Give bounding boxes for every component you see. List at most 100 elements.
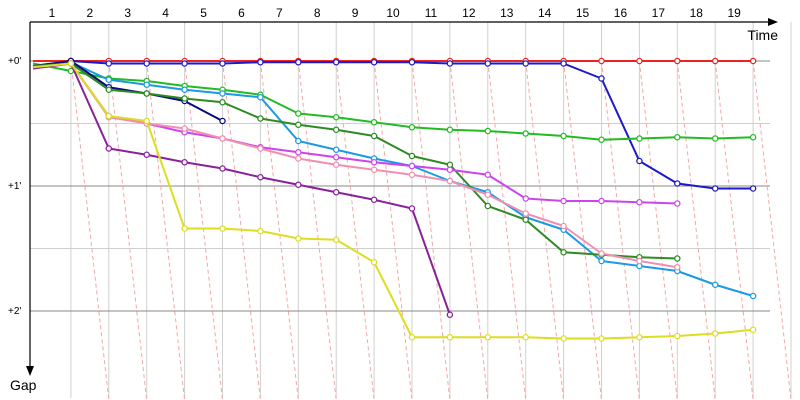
data-point xyxy=(143,117,150,125)
lap-reference-line xyxy=(373,60,413,400)
series-line xyxy=(32,62,678,269)
y-axis-title: Gap xyxy=(10,377,37,393)
x-tick-label: 3 xyxy=(124,6,131,20)
data-point xyxy=(711,330,719,337)
data-point xyxy=(181,125,188,132)
data-point xyxy=(749,133,757,141)
data-point xyxy=(446,177,454,185)
data-point xyxy=(560,197,567,205)
data-point xyxy=(446,166,454,173)
data-point xyxy=(105,145,113,152)
data-point xyxy=(332,161,340,168)
data-point xyxy=(181,158,188,166)
data-point xyxy=(257,145,264,152)
lap-reference-lines xyxy=(70,60,792,400)
series-line xyxy=(32,62,451,316)
data-point xyxy=(522,130,529,137)
data-point xyxy=(370,196,378,203)
data-point xyxy=(522,216,529,223)
data-point xyxy=(711,185,719,192)
data-point xyxy=(408,124,416,131)
x-tick-label: 5 xyxy=(200,6,207,20)
data-point xyxy=(484,191,492,198)
data-point xyxy=(598,57,605,65)
lap-reference-line xyxy=(184,60,223,400)
lap-reference-line xyxy=(638,60,678,400)
data-point xyxy=(105,112,113,120)
x-tick-label: 17 xyxy=(652,6,666,20)
axes: Time Gap xyxy=(10,18,778,393)
data-point xyxy=(674,255,681,262)
data-point xyxy=(105,86,113,94)
lap-reference-line xyxy=(108,60,148,400)
data-point xyxy=(219,99,226,106)
data-point xyxy=(105,60,113,67)
data-point xyxy=(408,205,416,212)
data-point xyxy=(257,94,264,101)
data-point xyxy=(408,152,416,160)
series-line xyxy=(32,62,678,260)
lap-reference-line xyxy=(676,60,716,400)
series-line xyxy=(32,60,223,122)
data-point xyxy=(484,127,492,135)
data-point xyxy=(143,151,150,158)
data-point xyxy=(560,248,567,256)
data-point xyxy=(370,258,378,266)
data-point xyxy=(143,60,150,67)
x-tick-label: 9 xyxy=(352,6,359,20)
x-tick-label: 8 xyxy=(314,6,321,20)
x-tick-label: 14 xyxy=(538,6,552,20)
data-point xyxy=(181,95,188,102)
series-line xyxy=(32,62,754,141)
x-tick-label: 15 xyxy=(576,6,590,20)
data-point xyxy=(598,257,605,265)
data-point xyxy=(370,59,378,66)
x-tick-label: 13 xyxy=(500,6,514,20)
data-point xyxy=(370,158,378,166)
data-point xyxy=(598,197,605,205)
data-point xyxy=(636,57,643,65)
data-point xyxy=(711,57,719,65)
data-point xyxy=(408,162,416,170)
data-point xyxy=(522,210,529,217)
x-axis-arrow xyxy=(768,18,778,26)
data-point xyxy=(105,76,113,84)
lap-reference-line xyxy=(70,60,110,400)
data-point xyxy=(598,136,605,143)
data-point xyxy=(749,185,757,192)
lap-reference-line xyxy=(449,60,489,400)
data-point xyxy=(219,135,226,142)
data-point xyxy=(674,180,681,187)
data-point xyxy=(484,171,492,178)
data-point xyxy=(67,60,75,67)
x-tick-label: 2 xyxy=(87,6,94,20)
lap-reference-line xyxy=(335,60,375,400)
data-point xyxy=(219,225,226,232)
x-tick-label: 4 xyxy=(162,6,169,20)
data-point xyxy=(711,281,719,288)
data-point xyxy=(370,166,378,173)
data-point xyxy=(295,181,302,188)
data-point xyxy=(370,132,378,140)
lap-reference-line xyxy=(525,60,565,400)
data-point xyxy=(711,135,719,142)
lap-reference-line xyxy=(563,60,602,400)
series-line xyxy=(32,60,754,190)
lap-reference-line xyxy=(297,60,337,400)
data-point xyxy=(674,263,681,271)
data-point xyxy=(332,59,340,66)
data-point xyxy=(560,132,567,140)
data-point xyxy=(143,90,150,97)
data-point xyxy=(522,195,529,202)
data-point xyxy=(674,133,681,141)
data-point xyxy=(295,155,302,162)
data-point xyxy=(257,59,264,66)
lap-reference-line xyxy=(411,60,451,400)
data-point xyxy=(295,235,302,242)
data-point xyxy=(219,60,226,67)
data-point xyxy=(257,115,264,122)
data-point xyxy=(636,135,643,142)
data-point xyxy=(598,75,605,82)
data-point xyxy=(295,110,302,117)
